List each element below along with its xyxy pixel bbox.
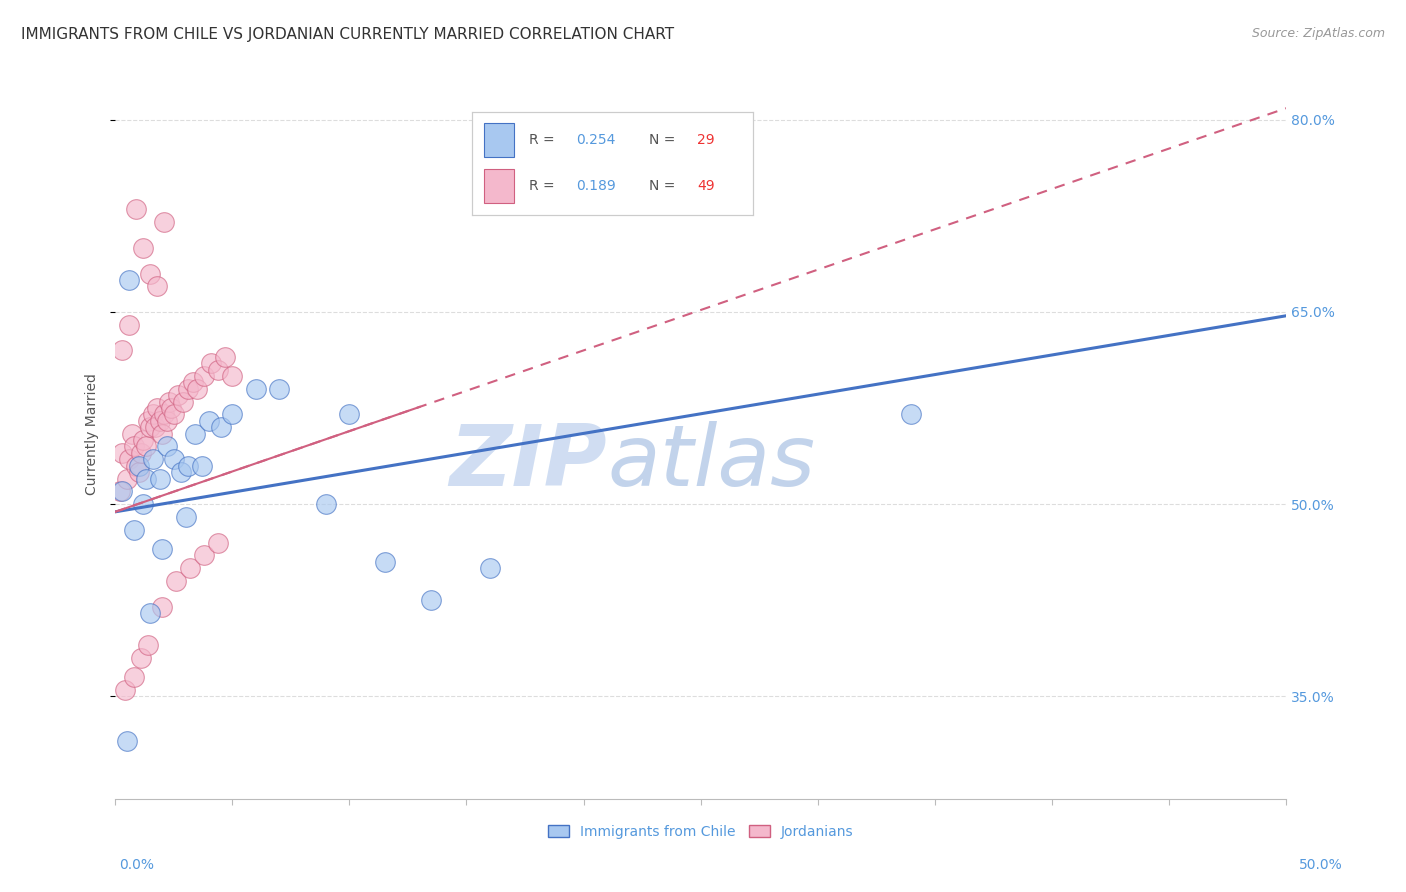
Point [150,426,173,441]
Point [143,420,166,434]
Legend: Immigrants from Chile, Jordanians: Immigrants from Chile, Jordanians [543,820,859,845]
Text: Source: ZipAtlas.com: Source: ZipAtlas.com [1251,27,1385,40]
Point [122,523,145,537]
Point [177,458,200,473]
Point [153,408,176,422]
Point [900,408,922,422]
Point [108,484,131,499]
Point [132,241,155,255]
Point [139,606,162,620]
Point [156,440,179,454]
Point [339,408,361,422]
Point [193,549,215,563]
Point [207,362,229,376]
Point [170,465,193,479]
Point [200,356,222,370]
Point [172,394,194,409]
Point [111,446,134,460]
Point [167,388,190,402]
Point [374,555,396,569]
Point [135,471,157,485]
Point [160,401,183,415]
Point [214,350,236,364]
Point [150,599,173,614]
Point [186,382,208,396]
Point [128,465,150,479]
Point [139,420,162,434]
Point [163,452,186,467]
Point [156,414,179,428]
Point [191,458,214,473]
Point [163,408,186,422]
Point [177,382,200,396]
Point [149,414,172,428]
Point [111,343,134,358]
Point [115,734,138,748]
Point [121,426,143,441]
Point [125,202,148,217]
Point [135,440,157,454]
Point [111,484,134,499]
Point [136,414,159,428]
Point [129,446,152,460]
Point [315,497,337,511]
Point [245,382,267,396]
Text: 50.0%: 50.0% [1299,858,1343,872]
Point [114,682,136,697]
Point [193,369,215,384]
Text: IMMIGRANTS FROM CHILE VS JORDANIAN CURRENTLY MARRIED CORRELATION CHART: IMMIGRANTS FROM CHILE VS JORDANIAN CURRE… [21,27,675,42]
Point [165,574,187,588]
Point [125,458,148,473]
Point [221,408,243,422]
Point [207,535,229,549]
Point [146,279,169,293]
Point [478,561,501,575]
Point [174,510,197,524]
Point [122,440,145,454]
Point [142,452,165,467]
Point [221,369,243,384]
Point [209,420,232,434]
Point [184,426,207,441]
Point [118,273,141,287]
Point [115,471,138,485]
Point [420,593,443,607]
Y-axis label: Currently Married: Currently Married [86,373,100,494]
Point [181,376,204,390]
Point [132,497,155,511]
Point [179,561,201,575]
Point [118,452,141,467]
Text: 0.0%: 0.0% [120,858,155,872]
Point [149,471,172,485]
Point [150,541,173,556]
Point [118,318,141,332]
Point [142,408,165,422]
Point [136,638,159,652]
Point [198,414,221,428]
Point [129,651,152,665]
Point [146,401,169,415]
Point [128,458,150,473]
Text: atlas: atlas [607,421,815,504]
Point [139,267,162,281]
Point [153,215,176,229]
Point [269,382,291,396]
Point [157,394,180,409]
Point [122,670,145,684]
Point [132,433,155,447]
Text: ZIP: ZIP [450,421,607,504]
